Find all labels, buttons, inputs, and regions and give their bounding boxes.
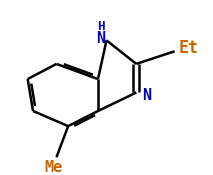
- Text: N: N: [142, 88, 151, 103]
- Text: N: N: [97, 31, 106, 46]
- Text: H: H: [97, 20, 105, 33]
- Text: Me: Me: [44, 160, 62, 175]
- Text: Et: Et: [178, 39, 199, 57]
